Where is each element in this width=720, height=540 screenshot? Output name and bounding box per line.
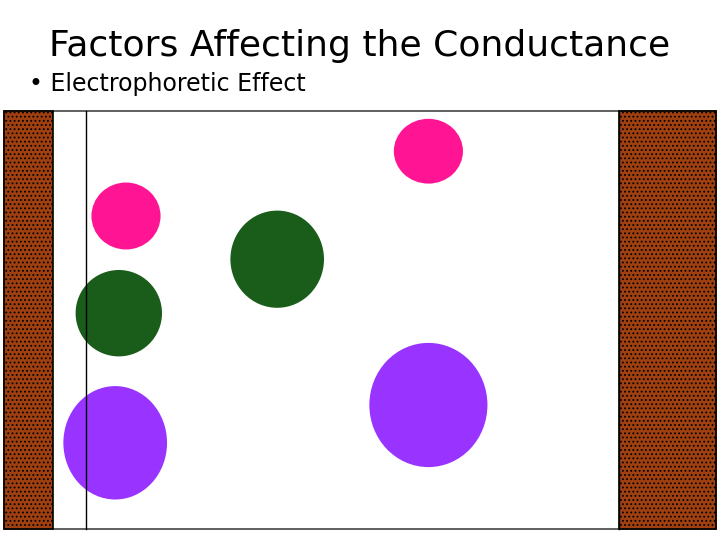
Bar — [4, 111, 716, 529]
Text: • Electrophoretic Effect: • Electrophoretic Effect — [29, 72, 305, 96]
Ellipse shape — [369, 343, 487, 467]
Ellipse shape — [76, 270, 162, 356]
Text: Factors Affecting the Conductance: Factors Affecting the Conductance — [50, 29, 670, 63]
Ellipse shape — [63, 386, 167, 500]
Ellipse shape — [230, 211, 324, 308]
Bar — [4, 111, 53, 529]
Ellipse shape — [91, 183, 161, 249]
Ellipse shape — [394, 119, 463, 184]
Bar — [4, 111, 716, 529]
Bar — [619, 111, 716, 529]
